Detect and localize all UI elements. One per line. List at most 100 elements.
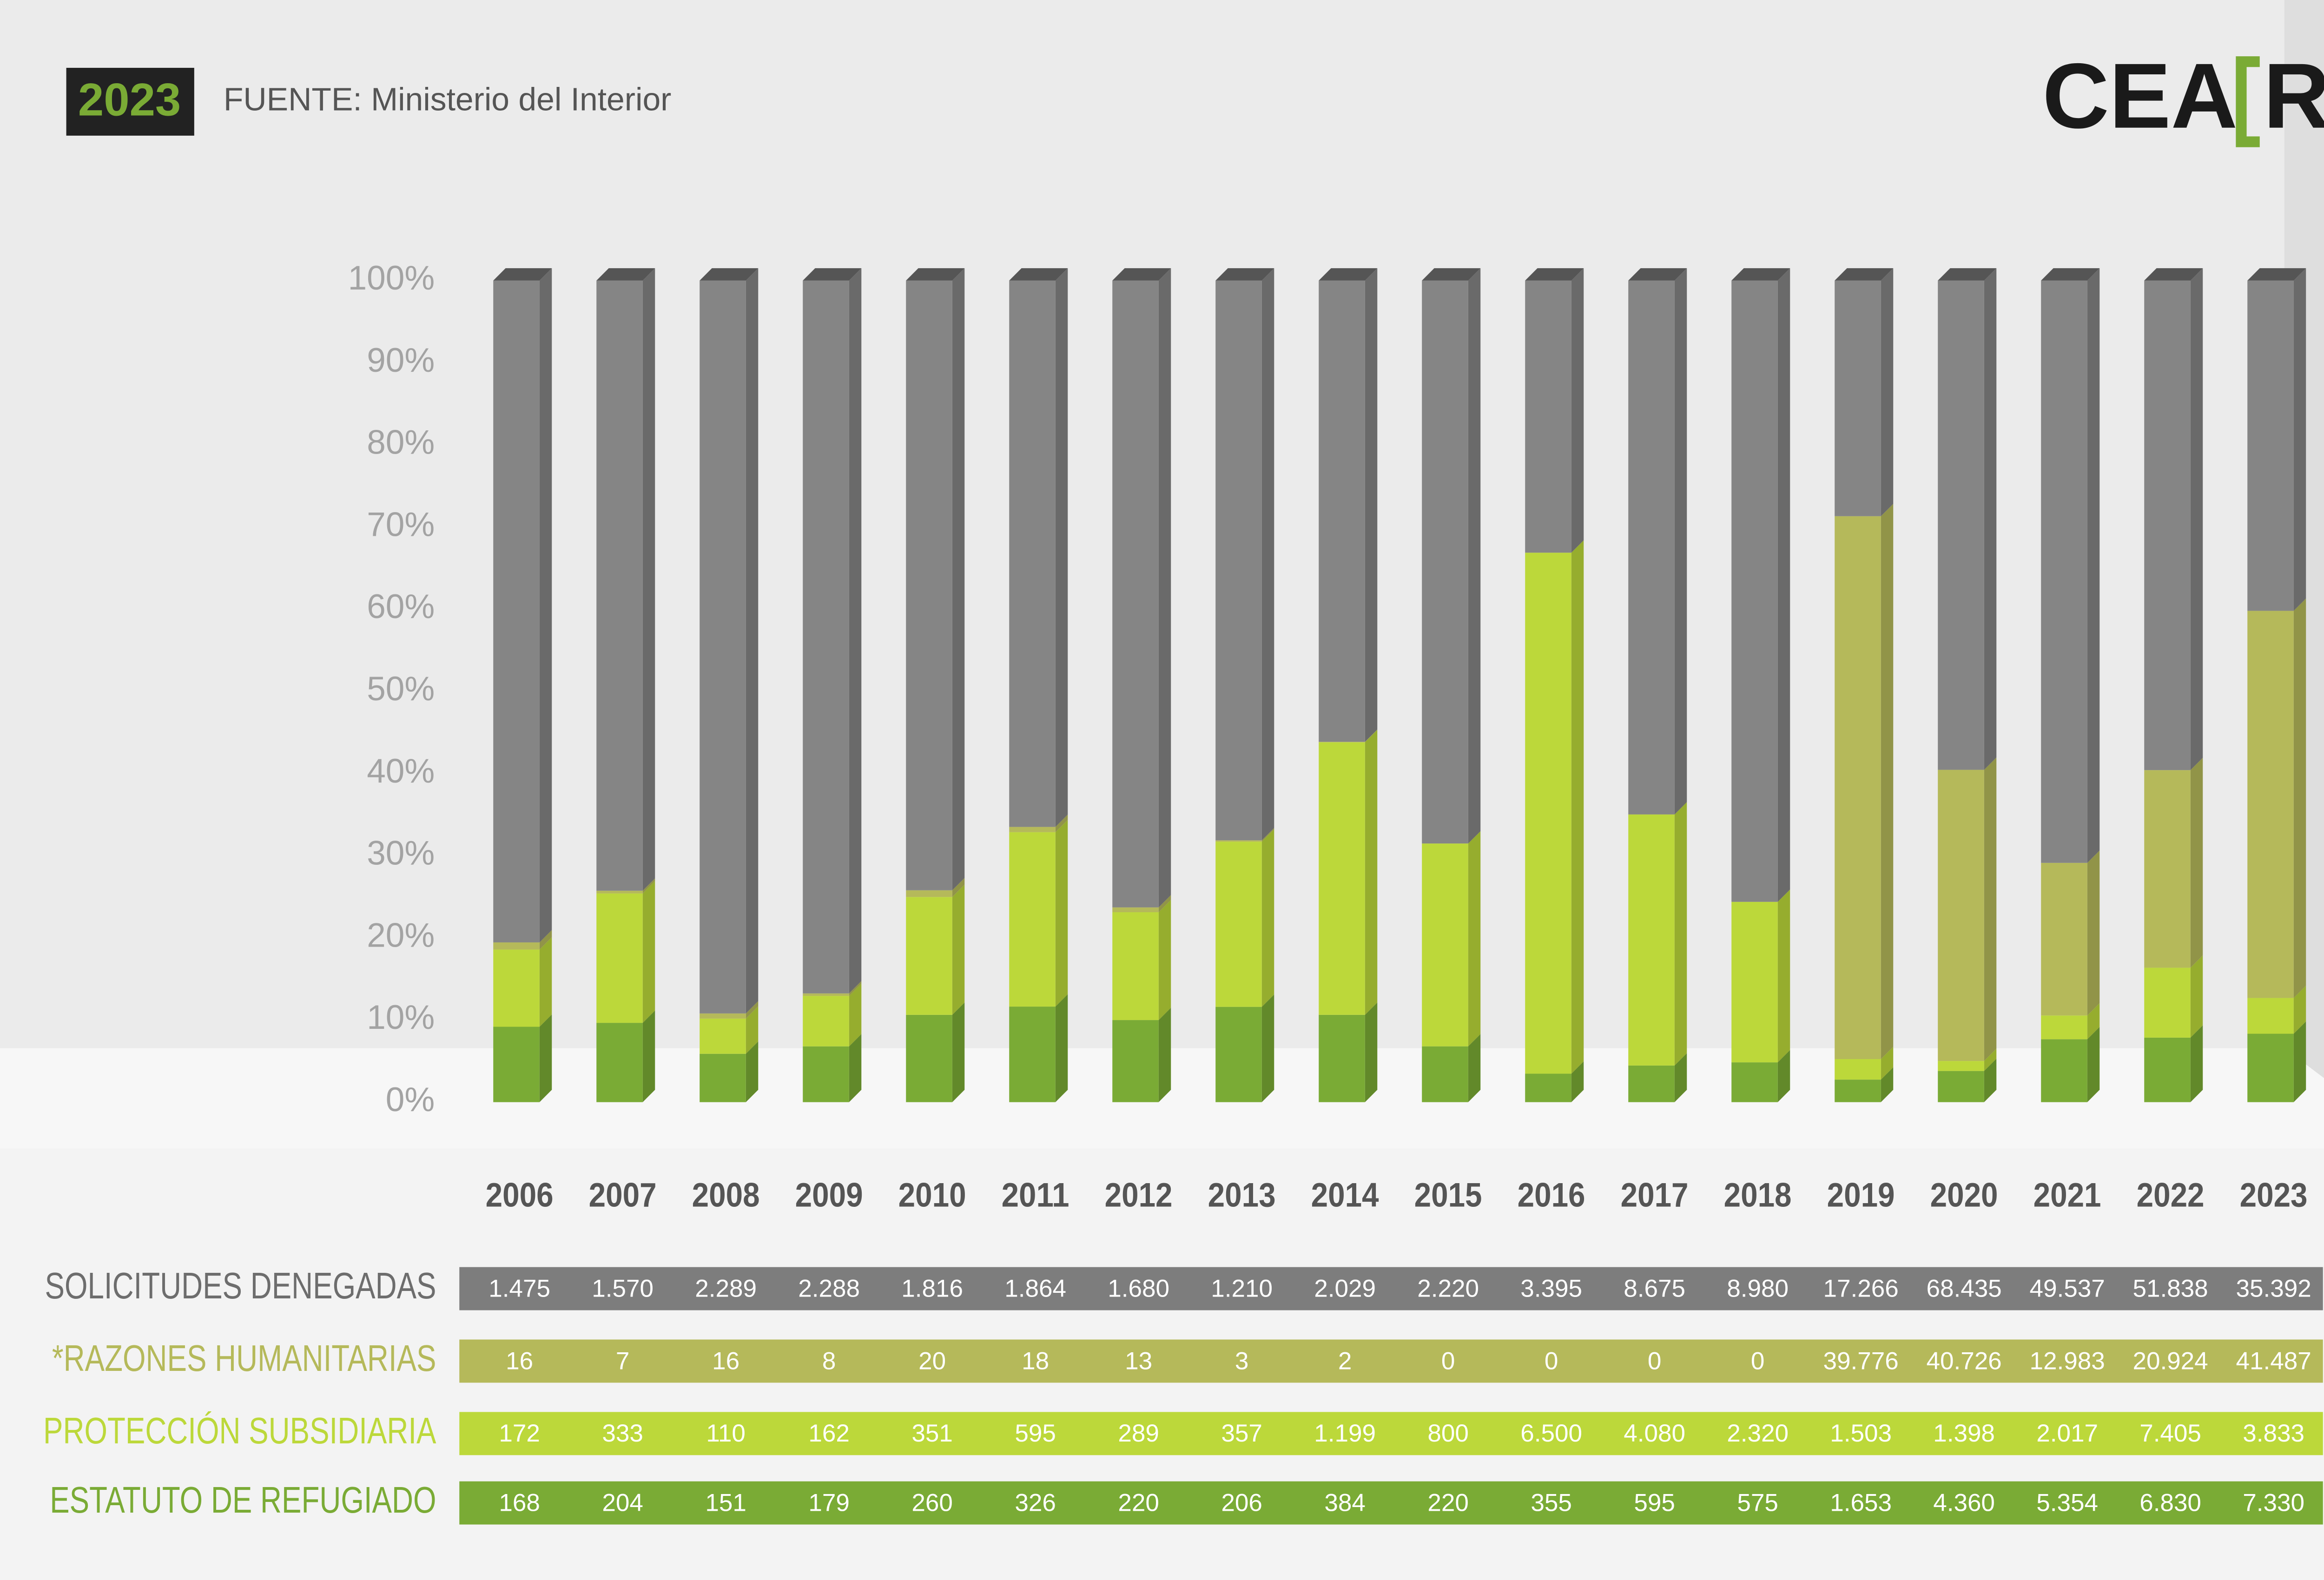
bar-side	[1055, 820, 1068, 1007]
table-value: 8.980	[1727, 1275, 1789, 1302]
table-value: 2.288	[798, 1275, 860, 1302]
table-value: 1.680	[1108, 1275, 1169, 1302]
table-value: 41.487	[2236, 1347, 2311, 1375]
y-tick-label: 40%	[367, 752, 435, 790]
table-value: 1.816	[901, 1275, 963, 1302]
bar-side	[746, 1006, 759, 1054]
table-value: 333	[602, 1420, 643, 1447]
x-tick-label: 2020	[1930, 1177, 1998, 1214]
bar-segment	[1319, 280, 1365, 742]
table-value: 0	[1441, 1347, 1455, 1375]
bar-segment	[2144, 770, 2191, 968]
bar-side	[2190, 1025, 2203, 1102]
bar-segment	[1215, 280, 1262, 841]
bar-segment	[2041, 280, 2087, 863]
table-value: 8	[822, 1347, 836, 1375]
bar-side	[1777, 268, 1790, 902]
bar-side	[849, 1034, 862, 1102]
x-tick-label: 2015	[1414, 1177, 1482, 1214]
x-tick-label: 2022	[2137, 1177, 2205, 1214]
table-row	[459, 1481, 2323, 1525]
bar-side	[1674, 268, 1687, 815]
bar-top	[906, 268, 965, 281]
table-value: 6.500	[1520, 1420, 1582, 1447]
table-value: 35.392	[2236, 1275, 2311, 1302]
bar-top	[803, 268, 862, 281]
x-tick-label: 2012	[1105, 1177, 1173, 1214]
bar-segment	[906, 1014, 952, 1102]
table-value: 7.405	[2139, 1420, 2201, 1447]
bar-side	[2190, 757, 2203, 968]
x-tick-label: 2011	[1002, 1177, 1070, 1214]
bar-side	[746, 1041, 759, 1102]
bar-side	[1571, 268, 1584, 553]
bar-segment	[596, 280, 643, 891]
bar-segment	[1731, 902, 1778, 1063]
legend-label: *RAZONES HUMANITARIAS	[52, 1338, 436, 1379]
table-value: 0	[1751, 1347, 1765, 1375]
bar-side	[1468, 1034, 1481, 1102]
bar-segment	[1215, 842, 1262, 1007]
bar-side	[2190, 268, 2203, 770]
bar-segment	[1525, 1073, 1571, 1102]
bar-side	[2293, 986, 2306, 1034]
x-tick-label: 2010	[898, 1177, 966, 1214]
bar-segment	[2247, 280, 2294, 611]
bar-side	[539, 1014, 552, 1102]
bar-side	[849, 983, 862, 1047]
bar-segment	[803, 993, 849, 996]
bar-side	[849, 981, 862, 996]
table-value: 260	[911, 1489, 953, 1516]
bar-top	[2041, 268, 2100, 281]
x-tick-label: 2019	[1827, 1177, 1895, 1214]
bar-segment	[493, 949, 540, 1027]
bar-side	[1261, 994, 1274, 1102]
bar-segment	[700, 1013, 746, 1019]
bar-side	[1158, 268, 1171, 908]
y-tick-label: 0%	[386, 1081, 435, 1119]
bar-side	[746, 1001, 759, 1019]
bar-segment	[2041, 1039, 2087, 1102]
table-value: 1.570	[592, 1275, 654, 1302]
table-value: 5.354	[2036, 1489, 2098, 1516]
bar-side	[1571, 540, 1584, 1074]
table-value: 4.360	[1933, 1489, 1995, 1516]
logo-bracket	[2236, 56, 2260, 147]
bar-top	[1215, 268, 1274, 281]
bar-side	[2087, 1027, 2100, 1102]
table-value: 2	[1338, 1347, 1352, 1375]
bar-segment	[700, 1018, 746, 1054]
bar-side	[1984, 1059, 1997, 1102]
bar-segment	[1112, 912, 1159, 1020]
bar-segment	[1009, 1007, 1056, 1102]
bar-side	[1984, 757, 1997, 1061]
bar-top	[1422, 268, 1481, 281]
x-tick-label: 2007	[589, 1177, 657, 1214]
bar-segment	[1009, 280, 1056, 827]
bar-segment	[2144, 1037, 2191, 1102]
bar-segment	[1938, 1071, 1984, 1102]
bar-top	[1938, 268, 1997, 281]
table-value: 800	[1427, 1420, 1469, 1447]
y-tick-label: 50%	[367, 670, 435, 708]
bar-segment	[1938, 280, 1984, 770]
bar-side	[1158, 895, 1171, 913]
table-value: 20.924	[2133, 1347, 2208, 1375]
bar-side	[1365, 268, 1378, 742]
bar-side	[952, 268, 965, 890]
bar-segment	[1112, 907, 1159, 913]
x-tick-label: 2016	[1518, 1177, 1585, 1214]
bar-top	[1009, 268, 1068, 281]
table-value: 8.675	[1624, 1275, 1685, 1302]
bar-segment	[1525, 280, 1571, 553]
table-value: 2.017	[2036, 1420, 2098, 1447]
table-value: 7	[616, 1347, 630, 1375]
bar-top	[1835, 268, 1894, 281]
bar-side	[1261, 828, 1274, 842]
bar-segment	[1835, 1059, 1881, 1080]
table-value: 0	[1545, 1347, 1558, 1375]
y-tick-label: 80%	[367, 424, 435, 461]
y-tick-label: 70%	[367, 506, 435, 543]
bar-side	[1365, 730, 1378, 1015]
